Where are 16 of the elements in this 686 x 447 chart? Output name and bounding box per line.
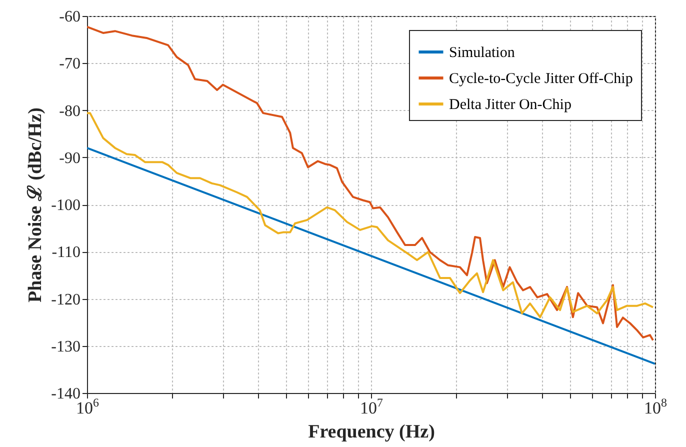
y-axis-title: Phase Noise ℒ (dBc/Hz): [25, 108, 46, 302]
y-tick-label: -130: [51, 338, 80, 356]
legend-label: Delta Jitter On-Chip: [449, 97, 572, 113]
y-tick-label: -60: [59, 8, 80, 26]
x-axis-title: Frequency (Hz): [308, 422, 435, 442]
y-tick-label: -110: [52, 244, 80, 262]
legend-label: Cycle-to-Cycle Jitter Off-Chip: [449, 71, 633, 87]
y-tick-label: -70: [59, 56, 80, 73]
y-tick-label: -120: [51, 291, 80, 308]
y-tick-label: -100: [51, 197, 80, 214]
y-tick-label: -140: [51, 386, 80, 402]
y-tick-label: -90: [59, 150, 80, 167]
legend-label: Simulation: [449, 45, 516, 61]
x-tick-label: 10$^{7}$: [360, 396, 384, 418]
y-tick-label: -80: [59, 102, 80, 120]
x-tick-label: 10$^{8}$: [644, 396, 668, 418]
